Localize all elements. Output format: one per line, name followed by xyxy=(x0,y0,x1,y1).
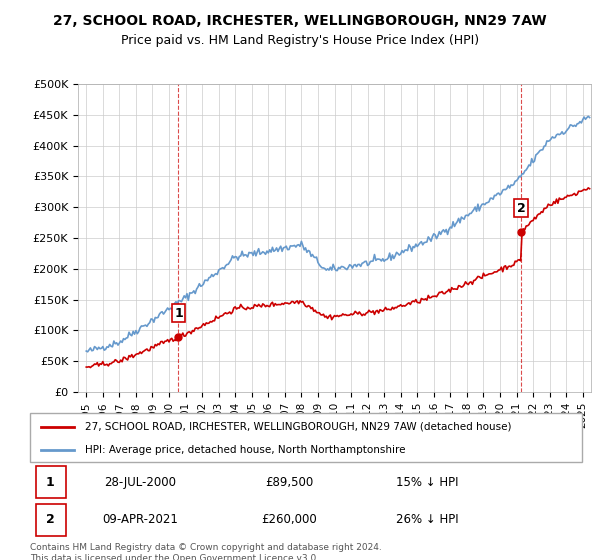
Text: Price paid vs. HM Land Registry's House Price Index (HPI): Price paid vs. HM Land Registry's House … xyxy=(121,34,479,46)
Text: HPI: Average price, detached house, North Northamptonshire: HPI: Average price, detached house, Nort… xyxy=(85,445,406,455)
Text: 2: 2 xyxy=(517,202,526,214)
Text: 1: 1 xyxy=(46,475,55,489)
Text: 2: 2 xyxy=(46,513,55,526)
Text: £89,500: £89,500 xyxy=(265,475,314,489)
Text: 27, SCHOOL ROAD, IRCHESTER, WELLINGBOROUGH, NN29 7AW: 27, SCHOOL ROAD, IRCHESTER, WELLINGBOROU… xyxy=(53,14,547,28)
Text: £260,000: £260,000 xyxy=(262,513,317,526)
FancyBboxPatch shape xyxy=(35,466,66,498)
Text: 27, SCHOOL ROAD, IRCHESTER, WELLINGBOROUGH, NN29 7AW (detached house): 27, SCHOOL ROAD, IRCHESTER, WELLINGBOROU… xyxy=(85,422,512,432)
FancyBboxPatch shape xyxy=(30,413,582,462)
Text: 09-APR-2021: 09-APR-2021 xyxy=(103,513,178,526)
Text: 28-JUL-2000: 28-JUL-2000 xyxy=(104,475,176,489)
FancyBboxPatch shape xyxy=(35,503,66,536)
Text: Contains HM Land Registry data © Crown copyright and database right 2024.
This d: Contains HM Land Registry data © Crown c… xyxy=(30,543,382,560)
Text: 15% ↓ HPI: 15% ↓ HPI xyxy=(396,475,458,489)
Text: 1: 1 xyxy=(174,307,183,320)
Text: 26% ↓ HPI: 26% ↓ HPI xyxy=(396,513,459,526)
